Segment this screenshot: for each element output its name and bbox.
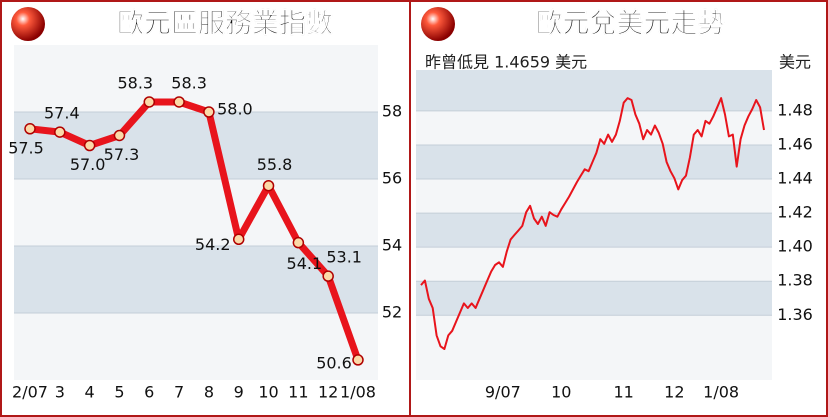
- band: [14, 246, 378, 313]
- x-tick-label: 11: [614, 383, 634, 402]
- y-tick-label: 54: [382, 236, 402, 255]
- y-tick-label: 1.38: [777, 271, 813, 290]
- data-label: 58.3: [171, 73, 207, 92]
- icon: [421, 7, 455, 41]
- band: [416, 281, 772, 316]
- x-tick-label: 6: [144, 383, 154, 402]
- data-label: 55.8: [257, 155, 293, 174]
- point: [173, 96, 185, 108]
- point: [143, 96, 156, 108]
- y-tick-label: 1.42: [777, 203, 813, 222]
- data-label: 57.4: [44, 104, 80, 123]
- point: [113, 129, 126, 142]
- data-label: 53.1: [326, 248, 362, 267]
- x-tick-label: 12: [664, 383, 684, 402]
- point: [203, 106, 215, 118]
- x-tick-label: 10: [258, 383, 278, 402]
- x-tick-label: 12: [318, 383, 338, 402]
- data-label: 54.2: [195, 235, 231, 254]
- x-tick-label: 9/07: [485, 383, 521, 402]
- point: [352, 354, 364, 366]
- data-label: 58.3: [117, 73, 153, 92]
- x-tick-label: 1/08: [703, 383, 739, 402]
- y-tick-label: 1.46: [777, 134, 813, 153]
- x-tick-label: 5: [114, 383, 124, 402]
- band: [14, 112, 378, 179]
- chart-subtitle: 昨曾低見 1.4659 美元: [425, 53, 587, 72]
- x-tick-label: 7: [174, 383, 184, 402]
- x-tick-label: 1/08: [340, 383, 376, 402]
- icon: [11, 7, 45, 41]
- line: [420, 97, 765, 350]
- data-label: 57.5: [8, 138, 44, 157]
- point: [54, 126, 66, 138]
- x-tick-label: 4: [85, 383, 95, 402]
- point: [292, 236, 305, 249]
- y-tick-label: 1.40: [777, 237, 813, 256]
- x-tick-label: 11: [288, 383, 308, 402]
- y-tick-label: 1.48: [777, 100, 813, 119]
- band: [416, 213, 772, 248]
- point: [83, 139, 96, 152]
- point: [232, 233, 245, 246]
- y-tick-label: 56: [382, 169, 402, 188]
- data-label: 50.6: [316, 353, 352, 372]
- x-tick-label: 2/07: [12, 383, 48, 402]
- y-tick-label: 58: [382, 102, 402, 121]
- x-tick-label: 8: [204, 383, 214, 402]
- plot-area: [14, 45, 378, 380]
- data-label: 54.1: [287, 254, 323, 273]
- band: [416, 70, 772, 111]
- y-tick-label: 1.36: [777, 305, 813, 324]
- x-tick-label: 10: [551, 383, 571, 402]
- data-label: 58.0: [217, 100, 253, 119]
- point: [262, 179, 275, 192]
- data-label: 57.3: [104, 145, 140, 164]
- x-tick-label: 3: [55, 383, 65, 402]
- y-axis-label: 美元: [779, 53, 811, 72]
- y-tick-label: 1.44: [777, 169, 813, 188]
- point: [24, 123, 36, 135]
- band: [416, 144, 772, 180]
- x-tick-label: 9: [234, 383, 244, 402]
- data-label: 57.0: [70, 155, 106, 174]
- chart-title: 歐元區服務業指數: [117, 9, 333, 40]
- point: [322, 270, 334, 282]
- chart-title: 歐元兌美元走勢: [536, 8, 725, 40]
- y-tick-label: 52: [382, 303, 402, 322]
